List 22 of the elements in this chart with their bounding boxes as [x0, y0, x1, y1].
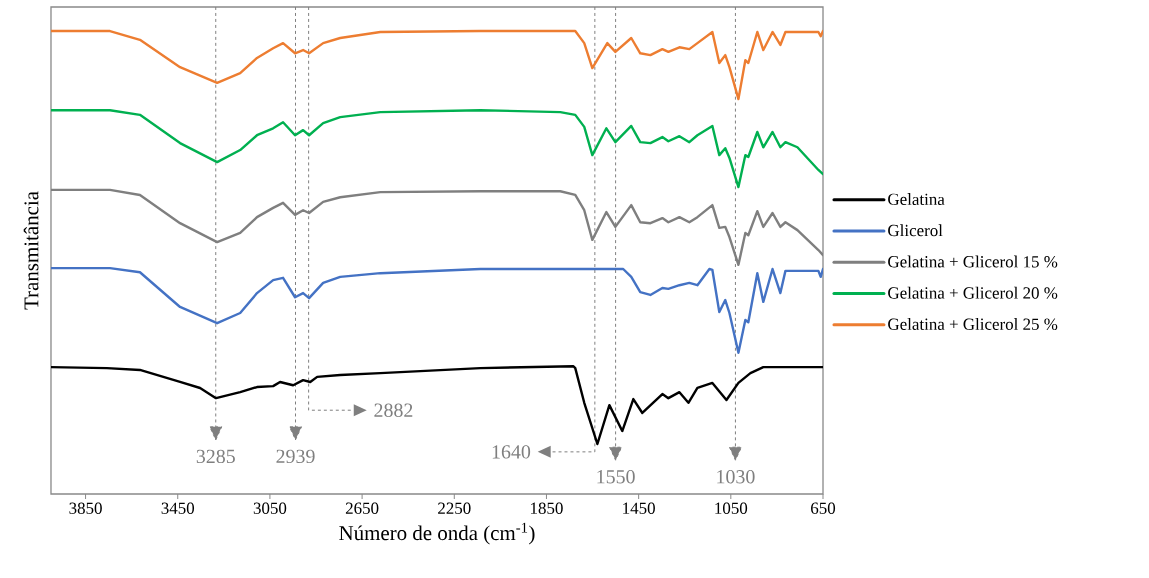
x-tick-label: 3450 [161, 502, 195, 514]
ref-line-label: 3285 [196, 449, 235, 464]
legend-label: Glicerol [888, 224, 943, 237]
ref-line-label: 1550 [597, 470, 635, 484]
x-tick-label: 650 [811, 502, 836, 514]
ref-line-label: 2939 [276, 449, 315, 464]
legend-label: Gelatina [888, 193, 945, 206]
ref-line-label: 1030 [717, 470, 755, 484]
legend-label: Gelatina + Glicerol 25 % [888, 318, 1058, 330]
y-axis-title: Transmitância [23, 191, 39, 310]
ref-line-label: 1640 [492, 445, 531, 459]
x-tick-label: 3850 [69, 502, 102, 514]
x-tick-label: 1850 [531, 502, 563, 514]
x-tick-label: 2250 [438, 502, 471, 514]
ref-line-label: 2882 [374, 403, 413, 417]
x-tick-label: 1050 [715, 502, 748, 514]
x-tick-label: 3050 [253, 502, 287, 514]
x-tick-label: 1450 [623, 502, 655, 514]
legend-label: Gelatina + Glicerol 15 % [888, 255, 1058, 268]
legend-label: Gelatina + Glicerol 20 % [888, 286, 1058, 299]
x-axis-title: Número de onda (cm$^{-1}$) [339, 522, 535, 545]
x-tick-label: 2650 [345, 502, 379, 514]
